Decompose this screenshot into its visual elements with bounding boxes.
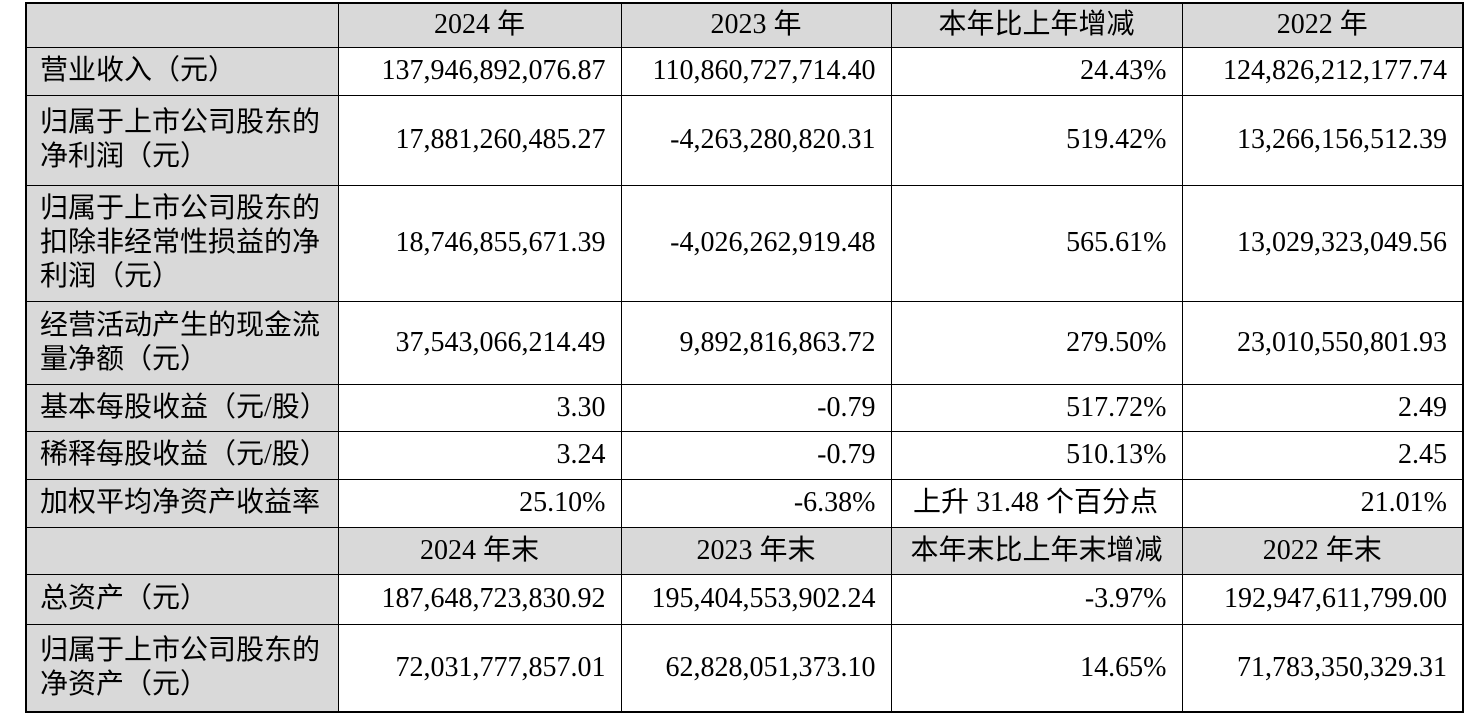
header-year-end-change: 本年末比上年末增减 — [890, 526, 1183, 575]
value-2024: 25.10% — [337, 478, 622, 528]
table-row-net-assets: 归属于上市公司股东的净资产（元） 72,031,777,857.01 62,82… — [25, 623, 1464, 713]
row-label: 归属于上市公司股东的净利润（元） — [25, 94, 339, 186]
key-financials-table: 2024 年 2023 年 本年比上年增减 2022 年 营业收入（元） 137… — [25, 2, 1464, 713]
row-label: 归属于上市公司股东的扣除非经常性损益的净利润（元） — [25, 184, 339, 302]
value-2024: 137,946,892,076.87 — [337, 46, 622, 96]
row-label: 稀释每股收益（元/股） — [25, 430, 339, 480]
value-2022: 23,010,550,801.93 — [1181, 300, 1464, 385]
header-2023-end: 2023 年末 — [620, 526, 892, 575]
value-change: 517.72% — [890, 383, 1183, 432]
value-2024: 72,031,777,857.01 — [337, 623, 622, 713]
value-2023: -4,263,280,820.31 — [620, 94, 892, 186]
value-2023: -0.79 — [620, 430, 892, 480]
value-2024: 187,648,723,830.92 — [337, 573, 622, 625]
table-row-basic-eps: 基本每股收益（元/股） 3.30 -0.79 517.72% 2.49 — [25, 383, 1464, 432]
table-row-net-profit-excl-nonrecurring: 归属于上市公司股东的扣除非经常性损益的净利润（元） 18,746,855,671… — [25, 184, 1464, 302]
value-2023: -4,026,262,919.48 — [620, 184, 892, 302]
header-year-2024: 2024 年 — [337, 2, 622, 48]
value-2023: 9,892,816,863.72 — [620, 300, 892, 385]
value-2023: -6.38% — [620, 478, 892, 528]
header-2022-end: 2022 年末 — [1181, 526, 1464, 575]
value-2022: 71,783,350,329.31 — [1181, 623, 1464, 713]
row-label: 归属于上市公司股东的净资产（元） — [25, 623, 339, 713]
value-change: 24.43% — [890, 46, 1183, 96]
value-2024: 3.24 — [337, 430, 622, 480]
value-2023: 110,860,727,714.40 — [620, 46, 892, 96]
value-2022: 192,947,611,799.00 — [1181, 573, 1464, 625]
value-2022: 21.01% — [1181, 478, 1464, 528]
value-2022: 2.49 — [1181, 383, 1464, 432]
value-2024: 37,543,066,214.49 — [337, 300, 622, 385]
header-metric-blank — [25, 2, 339, 48]
value-change: -3.97% — [890, 573, 1183, 625]
value-2024: 3.30 — [337, 383, 622, 432]
header-metric-blank — [25, 526, 339, 575]
row-label: 总资产（元） — [25, 573, 339, 625]
table-header-annual: 2024 年 2023 年 本年比上年增减 2022 年 — [25, 2, 1464, 48]
value-2023: 195,404,553,902.24 — [620, 573, 892, 625]
value-change: 上升 31.48 个百分点 — [890, 478, 1183, 528]
row-label: 营业收入（元） — [25, 46, 339, 96]
table-row-net-profit: 归属于上市公司股东的净利润（元） 17,881,260,485.27 -4,26… — [25, 94, 1464, 186]
header-year-2023: 2023 年 — [620, 2, 892, 48]
table-header-year-end: 2024 年末 2023 年末 本年末比上年末增减 2022 年末 — [25, 526, 1464, 575]
header-yoy-change: 本年比上年增减 — [890, 2, 1183, 48]
table-row-revenue: 营业收入（元） 137,946,892,076.87 110,860,727,7… — [25, 46, 1464, 96]
table-row-total-assets: 总资产（元） 187,648,723,830.92 195,404,553,90… — [25, 573, 1464, 625]
table-row-diluted-eps: 稀释每股收益（元/股） 3.24 -0.79 510.13% 2.45 — [25, 430, 1464, 480]
row-label: 基本每股收益（元/股） — [25, 383, 339, 432]
value-2022: 2.45 — [1181, 430, 1464, 480]
value-change: 519.42% — [890, 94, 1183, 186]
header-2024-end: 2024 年末 — [337, 526, 622, 575]
value-change: 14.65% — [890, 623, 1183, 713]
value-2024: 18,746,855,671.39 — [337, 184, 622, 302]
value-2022: 124,826,212,177.74 — [1181, 46, 1464, 96]
value-2022: 13,029,323,049.56 — [1181, 184, 1464, 302]
table-row-weighted-avg-roe: 加权平均净资产收益率 25.10% -6.38% 上升 31.48 个百分点 2… — [25, 478, 1464, 528]
row-label: 经营活动产生的现金流量净额（元） — [25, 300, 339, 385]
value-change: 510.13% — [890, 430, 1183, 480]
value-2024: 17,881,260,485.27 — [337, 94, 622, 186]
value-2022: 13,266,156,512.39 — [1181, 94, 1464, 186]
value-2023: 62,828,051,373.10 — [620, 623, 892, 713]
table-row-operating-cash-flow: 经营活动产生的现金流量净额（元） 37,543,066,214.49 9,892… — [25, 300, 1464, 385]
value-2023: -0.79 — [620, 383, 892, 432]
row-label: 加权平均净资产收益率 — [25, 478, 339, 528]
header-year-2022: 2022 年 — [1181, 2, 1464, 48]
value-change: 279.50% — [890, 300, 1183, 385]
value-change: 565.61% — [890, 184, 1183, 302]
